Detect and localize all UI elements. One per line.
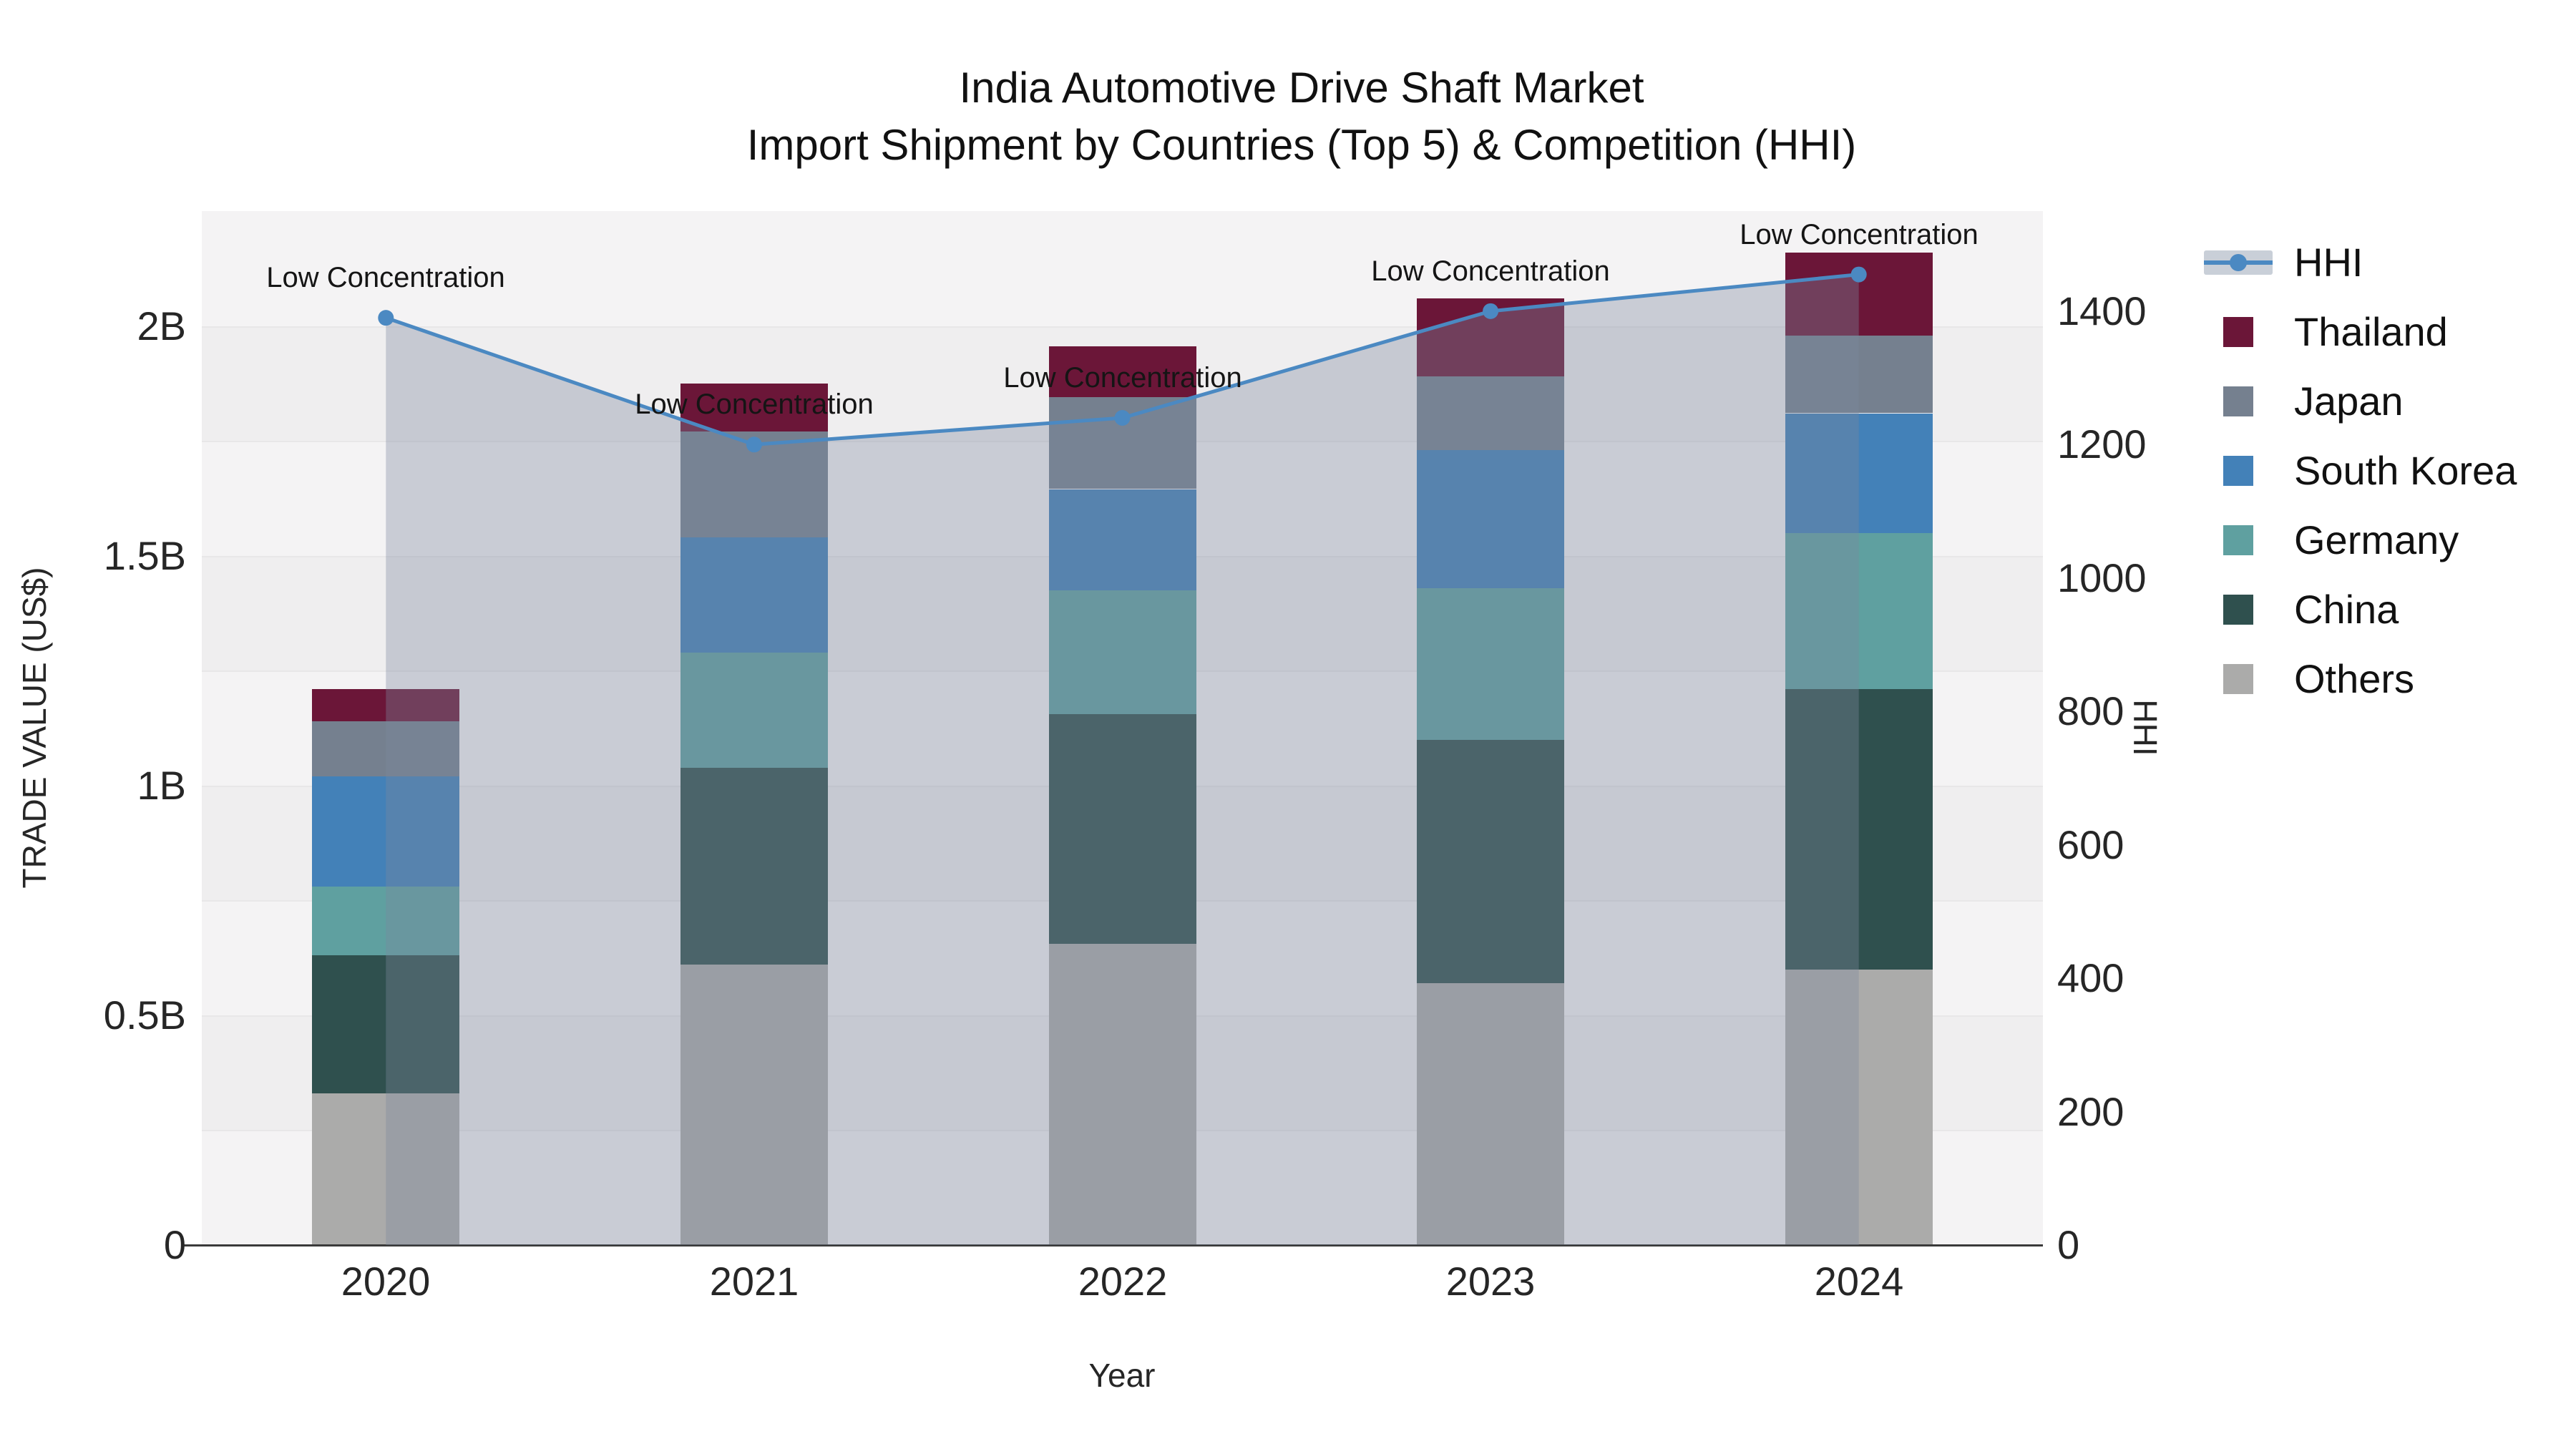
bar-2021-germany <box>680 653 828 768</box>
legend: HHI Thailand Japan South Korea Germany China O… <box>2202 228 2517 713</box>
legend-line-sample <box>2202 250 2274 275</box>
bar-2024-others <box>1785 970 1933 1245</box>
hhi-marker <box>1483 303 1499 319</box>
bar-2020-china <box>312 955 459 1093</box>
y2-axis-tick-label: 600 <box>2057 822 2124 867</box>
bar-2022-south-korea <box>1049 489 1196 590</box>
x-axis-tick-label: 2023 <box>1445 1259 1536 1304</box>
legend-color-swatch <box>2223 316 2253 347</box>
legend-color-swatch <box>2223 594 2253 625</box>
bar-2022-germany <box>1049 590 1196 714</box>
legend-item-label: HHI <box>2294 240 2363 285</box>
chart-title-line2: Import Shipment by Countries (Top 5) & C… <box>746 121 1857 169</box>
y-axis-tick-label: 0.5B <box>103 992 186 1038</box>
bar-2022-others <box>1049 944 1196 1245</box>
y2-axis-tick-label: 400 <box>2057 955 2124 1000</box>
legend-color-swatch <box>2223 386 2253 416</box>
bar-2020-germany <box>312 887 459 955</box>
legend-item-label: Thailand <box>2294 309 2448 354</box>
legend-swatch <box>2202 455 2274 486</box>
legend-item-label: China <box>2294 587 2399 632</box>
annotation-low-concentration: Low Concentration <box>635 389 874 420</box>
x-axis-tick-label: 2024 <box>1814 1259 1904 1304</box>
y2-axis-tick-label: 0 <box>2057 1222 2080 1267</box>
y2-axis-tick-label: 800 <box>2057 688 2124 733</box>
y2-axis-tick-label: 1400 <box>2057 288 2147 333</box>
x-axis-title: Year <box>1088 1357 1156 1394</box>
bar-2024-japan <box>1785 335 1933 413</box>
legend-swatch <box>2202 525 2274 555</box>
hhi-marker <box>378 310 394 326</box>
x-axis-tick-label: 2022 <box>1078 1259 1168 1304</box>
hhi-marker <box>1850 266 1867 283</box>
bar-2024-germany <box>1785 533 1933 689</box>
legend-color-swatch <box>2223 455 2253 486</box>
bar-2020-japan <box>312 721 459 776</box>
y-axis-title: TRADE VALUE (US$) <box>16 567 53 889</box>
hhi-marker <box>1114 410 1131 426</box>
legend-item-label: South Korea <box>2294 448 2517 493</box>
y-axis-tick-label: 1B <box>137 763 187 808</box>
legend-item-hhi[interactable]: HHI <box>2202 228 2517 297</box>
y2-axis-tick-label: 1200 <box>2057 421 2147 467</box>
legend-swatch <box>2202 386 2274 416</box>
y-axis-tick-label: 2B <box>137 303 187 348</box>
bar-2023-south-korea <box>1417 450 1564 588</box>
legend-item-label: Germany <box>2294 517 2459 562</box>
legend-swatch <box>2202 594 2274 625</box>
bar-2024-china <box>1785 689 1933 970</box>
annotation-low-concentration: Low Concentration <box>1740 219 1979 250</box>
bar-2021-thailand <box>680 384 828 431</box>
x-axis-tick-label: 2021 <box>709 1259 799 1304</box>
bar-2021-south-korea <box>680 537 828 653</box>
annotation-low-concentration: Low Concentration <box>1371 255 1610 287</box>
annotation-low-concentration: Low Concentration <box>266 262 505 293</box>
bar-2022-thailand <box>1049 346 1196 397</box>
bar-2020-south-korea <box>312 776 459 887</box>
legend-item-south-korea[interactable]: South Korea <box>2202 436 2517 505</box>
legend-item-thailand[interactable]: Thailand <box>2202 297 2517 366</box>
bar-2023-germany <box>1417 588 1564 740</box>
legend-item-others[interactable]: Others <box>2202 644 2517 713</box>
bar-2021-others <box>680 965 828 1245</box>
hhi-line-layer <box>378 266 1867 1246</box>
hhi-area <box>386 274 1859 1246</box>
bar-2022-china <box>1049 714 1196 944</box>
x-axis-tick-label: 2020 <box>341 1259 431 1304</box>
bar-2020-thailand <box>312 689 459 721</box>
legend-item-germany[interactable]: Germany <box>2202 505 2517 575</box>
legend-item-china[interactable]: China <box>2202 575 2517 644</box>
legend-item-japan[interactable]: Japan <box>2202 366 2517 436</box>
legend-item-label: Japan <box>2294 379 2404 424</box>
legend-swatch <box>2202 663 2274 694</box>
legend-swatch <box>2202 316 2274 347</box>
y-axis-tick-label: 1.5B <box>103 533 186 578</box>
y-axis-tick-label: 0 <box>163 1222 186 1267</box>
bar-2021-china <box>680 767 828 965</box>
x-axis-baseline <box>184 1244 2043 1246</box>
legend-color-swatch <box>2223 525 2253 555</box>
y2-axis-title: HHI <box>2127 699 2164 756</box>
legend-item-label: Others <box>2294 656 2415 701</box>
legend-line-marker <box>2230 253 2247 271</box>
gridline <box>202 326 2043 328</box>
chart-title-line1: India Automotive Drive Shaft Market <box>959 64 1644 112</box>
bar-2023-others <box>1417 983 1564 1245</box>
bar-2023-japan <box>1417 376 1564 450</box>
hhi-marker <box>746 436 762 453</box>
y2-axis-tick-label: 1000 <box>2057 555 2147 600</box>
y2-axis-tick-label: 200 <box>2057 1089 2124 1134</box>
bar-2024-south-korea <box>1785 414 1933 533</box>
bar-2024-thailand <box>1785 253 1933 336</box>
legend-line-band <box>2204 250 2273 275</box>
grid-band <box>202 211 2043 326</box>
annotation-low-concentration: Low Concentration <box>1003 362 1242 394</box>
bar-2020-others <box>312 1093 459 1245</box>
bar-2023-china <box>1417 740 1564 983</box>
legend-color-swatch <box>2223 663 2253 694</box>
